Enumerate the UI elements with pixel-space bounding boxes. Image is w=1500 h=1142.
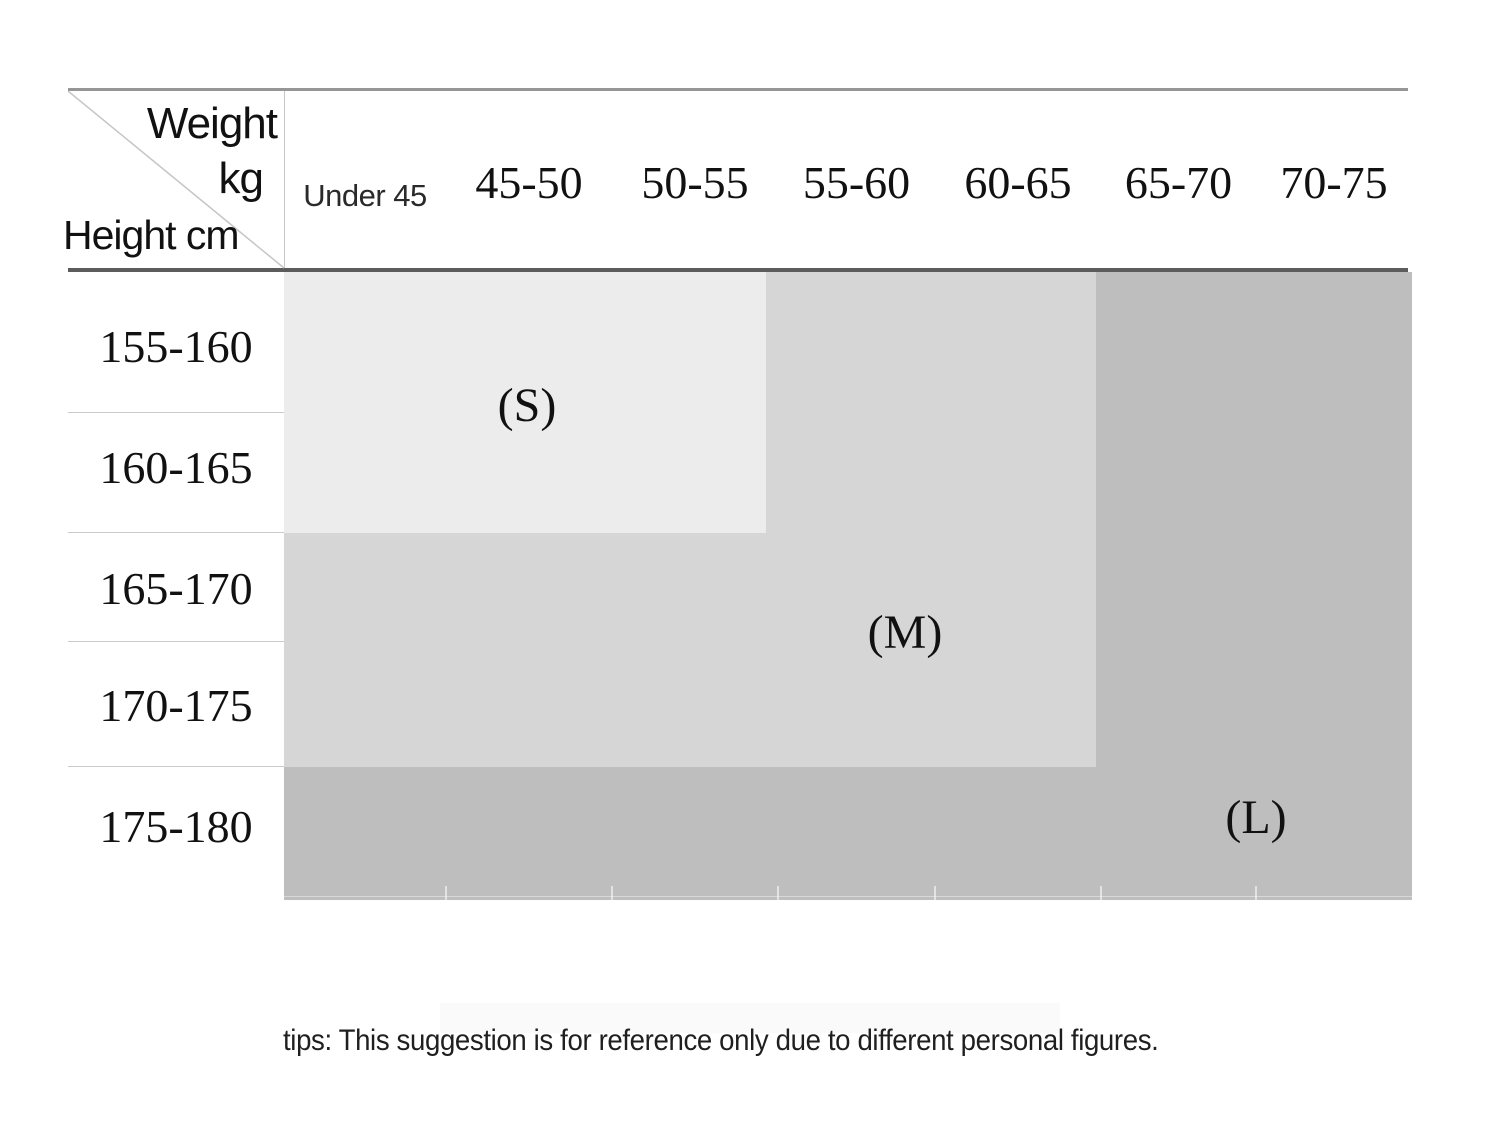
size-label-s: (S) [497,379,557,432]
column-header-60-65: 60-65 [964,157,1072,208]
size-label-l: (L) [1225,791,1287,844]
column-header-70-75: 70-75 [1280,157,1388,208]
row-separator [68,641,284,642]
row-separator [68,412,284,413]
corner-diagonal-line [68,91,285,269]
row-header-170-175: 170-175 [99,680,253,731]
size-label-m: (M) [867,606,943,659]
header-underline [68,268,1408,272]
weight-axis-unit: kg [218,154,264,203]
column-header-45-50: 45-50 [475,157,583,208]
column-tick [777,886,779,900]
row-header-160-165: 160-165 [99,442,253,493]
column-tick [934,886,936,900]
size-region-s [284,272,766,533]
tips-note: tips: This suggestion is for reference o… [283,1024,1159,1057]
weight-axis-label: Weight kg [68,96,278,206]
column-tick [445,886,447,900]
row-separator [68,766,284,767]
column-header-50-55: 50-55 [641,157,749,208]
column-tick [1255,886,1257,900]
bottom-faint-line [284,896,1412,897]
weight-axis-word: Weight [146,99,278,148]
row-header-165-170: 165-170 [99,563,253,614]
faint-highlight-band [440,1003,1060,1033]
column-header-65-70: 65-70 [1124,157,1233,208]
row-header-175-180: 175-180 [99,801,253,852]
table-top-border [68,88,1408,91]
column-tick [1100,886,1102,900]
height-axis-label: Height cm [63,212,240,258]
row-separator [68,532,284,533]
corner-vertical-line [284,91,285,268]
column-header-55-60: 55-60 [802,157,911,208]
column-tick [611,886,613,900]
row-header-155-160: 155-160 [99,321,253,372]
column-header-under-45: Under 45 [303,178,427,213]
